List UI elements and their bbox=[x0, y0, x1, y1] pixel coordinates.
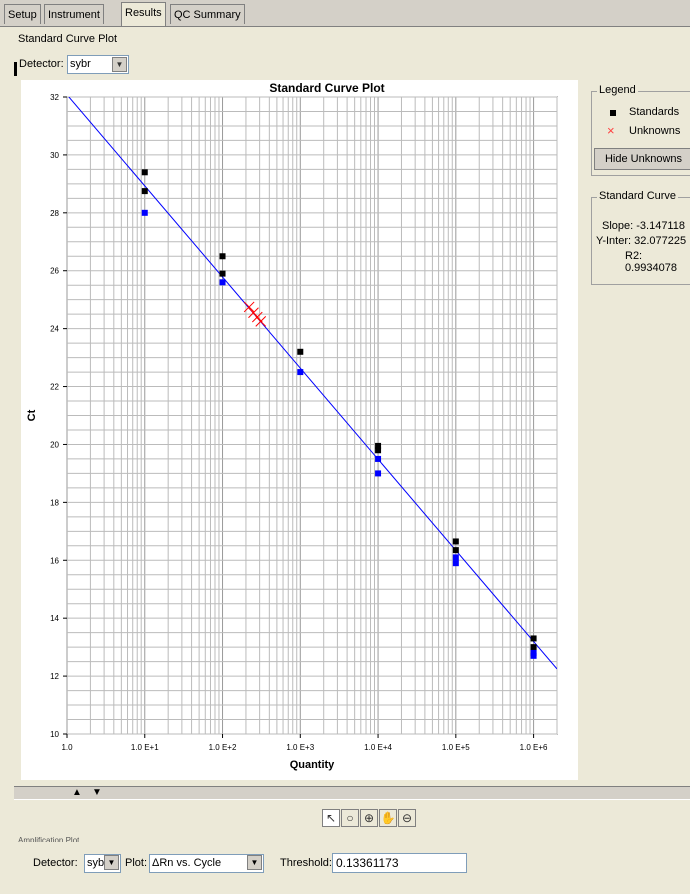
standard-curve-title: Standard Curve bbox=[597, 190, 679, 202]
data-point bbox=[141, 188, 148, 195]
chart-title: Standard Curve Plot bbox=[269, 81, 384, 95]
pointer-tool-icon[interactable]: ↖ bbox=[322, 809, 340, 827]
data-point bbox=[375, 455, 382, 462]
data-point bbox=[219, 253, 226, 260]
section-title: Standard Curve Plot bbox=[18, 33, 118, 45]
data-point bbox=[297, 348, 304, 355]
y-tick-label: 20 bbox=[50, 440, 59, 449]
data-point bbox=[452, 547, 459, 554]
y-tick-label: 30 bbox=[50, 151, 59, 160]
tab-qc-summary[interactable]: QC Summary bbox=[170, 4, 245, 24]
legend-unknowns-label: Unknowns bbox=[629, 125, 681, 137]
bottom-detector-chevron-icon[interactable]: ▼ bbox=[104, 855, 119, 870]
x-tick-label: 1.0 E+2 bbox=[209, 743, 237, 752]
panel-marker bbox=[14, 62, 17, 76]
y-tick-label: 10 bbox=[50, 730, 59, 739]
slope-value: Slope: -3.147118 bbox=[602, 220, 685, 232]
lasso-tool-icon[interactable]: ○ bbox=[341, 809, 359, 827]
bottom-detector-label: Detector: bbox=[33, 857, 78, 869]
arrow-down-icon[interactable]: ▼ bbox=[92, 787, 102, 798]
plot-type-value: ΔRn vs. Cycle bbox=[152, 857, 222, 869]
pan-hand-icon[interactable]: ✋ bbox=[379, 809, 397, 827]
standard-curve-box: Standard Curve Slope: -3.147118 Y-Inter:… bbox=[591, 190, 690, 285]
legend-box: Legend Standards × Unknowns Hide Unknown… bbox=[591, 84, 690, 176]
data-point bbox=[141, 209, 148, 216]
plot-label: Plot: bbox=[125, 857, 148, 869]
threshold-label: Threshold: bbox=[280, 857, 332, 869]
y-tick-label: 14 bbox=[50, 614, 59, 623]
data-point bbox=[452, 560, 459, 567]
legend-title: Legend bbox=[597, 84, 638, 96]
x-tick-label: 1.0 bbox=[61, 743, 73, 752]
bottom-detector-value: sybr bbox=[87, 857, 108, 869]
data-point bbox=[530, 652, 537, 659]
y-tick-label: 24 bbox=[50, 325, 59, 334]
plot-type-chevron-icon[interactable]: ▼ bbox=[247, 855, 262, 870]
y-tick-label: 18 bbox=[50, 498, 59, 507]
data-point bbox=[452, 538, 459, 545]
amplification-plot-title: Amplification Plot bbox=[18, 836, 80, 842]
data-point bbox=[452, 554, 459, 561]
data-point bbox=[219, 279, 226, 286]
data-point bbox=[530, 644, 537, 651]
y-tick-label: 22 bbox=[50, 383, 59, 392]
data-point bbox=[530, 635, 537, 642]
standard-curve-chart: 10 12 14 16 18 20 22 24 26 28 30 32 1.0 1.0 E+1 1.0 E+… bbox=[21, 80, 578, 780]
y-intercept-value: Y-Inter: 32.077225 bbox=[596, 235, 687, 247]
x-tick-label: 1.0 E+5 bbox=[442, 743, 470, 752]
splitter-bar[interactable]: ▲ ▼ bbox=[14, 786, 690, 800]
y-tick-label: 12 bbox=[50, 672, 59, 681]
plot-type-select[interactable]: ΔRn vs. Cycle bbox=[149, 854, 264, 873]
chevron-down-icon[interactable]: ▼ bbox=[112, 57, 127, 72]
legend-standards-label: Standards bbox=[629, 106, 680, 118]
unknown-point bbox=[251, 311, 263, 323]
y-tick-label: 32 bbox=[50, 93, 59, 102]
hide-unknowns-button[interactable]: Hide Unknowns bbox=[594, 148, 690, 170]
x-tick-label: 1.0 E+6 bbox=[520, 743, 548, 752]
zoom-in-icon[interactable]: ⊕ bbox=[360, 809, 378, 827]
y-tick-label: 26 bbox=[50, 267, 59, 276]
y-axis-label: Ct bbox=[26, 409, 38, 421]
zoom-out-icon[interactable]: ⊖ bbox=[398, 809, 416, 827]
standards-marker-icon bbox=[610, 110, 616, 116]
arrow-up-icon[interactable]: ▲ bbox=[72, 787, 82, 798]
tab-results[interactable]: Results bbox=[121, 2, 166, 26]
tab-bar: Setup Instrument Results QC Summary bbox=[0, 0, 690, 27]
data-point bbox=[297, 369, 304, 376]
data-point bbox=[219, 270, 226, 277]
unknowns-marker-icon: × bbox=[607, 123, 615, 138]
data-point bbox=[141, 169, 148, 176]
fit-line bbox=[68, 97, 557, 670]
tab-instrument[interactable]: Instrument bbox=[44, 4, 104, 24]
unknown-point bbox=[243, 301, 255, 313]
x-axis-label: Quantity bbox=[290, 759, 335, 771]
unknown-point bbox=[255, 316, 267, 327]
x-tick-label: 1.0 E+3 bbox=[286, 743, 314, 752]
threshold-input[interactable] bbox=[332, 853, 467, 873]
detector-select-value: sybr bbox=[70, 58, 91, 70]
x-tick-label: 1.0 E+4 bbox=[364, 743, 392, 752]
detector-select[interactable]: sybr ▼ bbox=[67, 55, 129, 74]
data-point bbox=[375, 470, 382, 477]
tab-setup[interactable]: Setup bbox=[4, 4, 41, 24]
x-tick-label: 1.0 E+1 bbox=[131, 743, 159, 752]
detector-label: Detector: bbox=[19, 58, 64, 70]
data-point bbox=[375, 442, 382, 449]
y-tick-label: 16 bbox=[50, 556, 59, 565]
data-point bbox=[375, 447, 382, 454]
r2-value: R2: 0.9934078 bbox=[625, 250, 677, 274]
y-tick-label: 28 bbox=[50, 209, 59, 218]
